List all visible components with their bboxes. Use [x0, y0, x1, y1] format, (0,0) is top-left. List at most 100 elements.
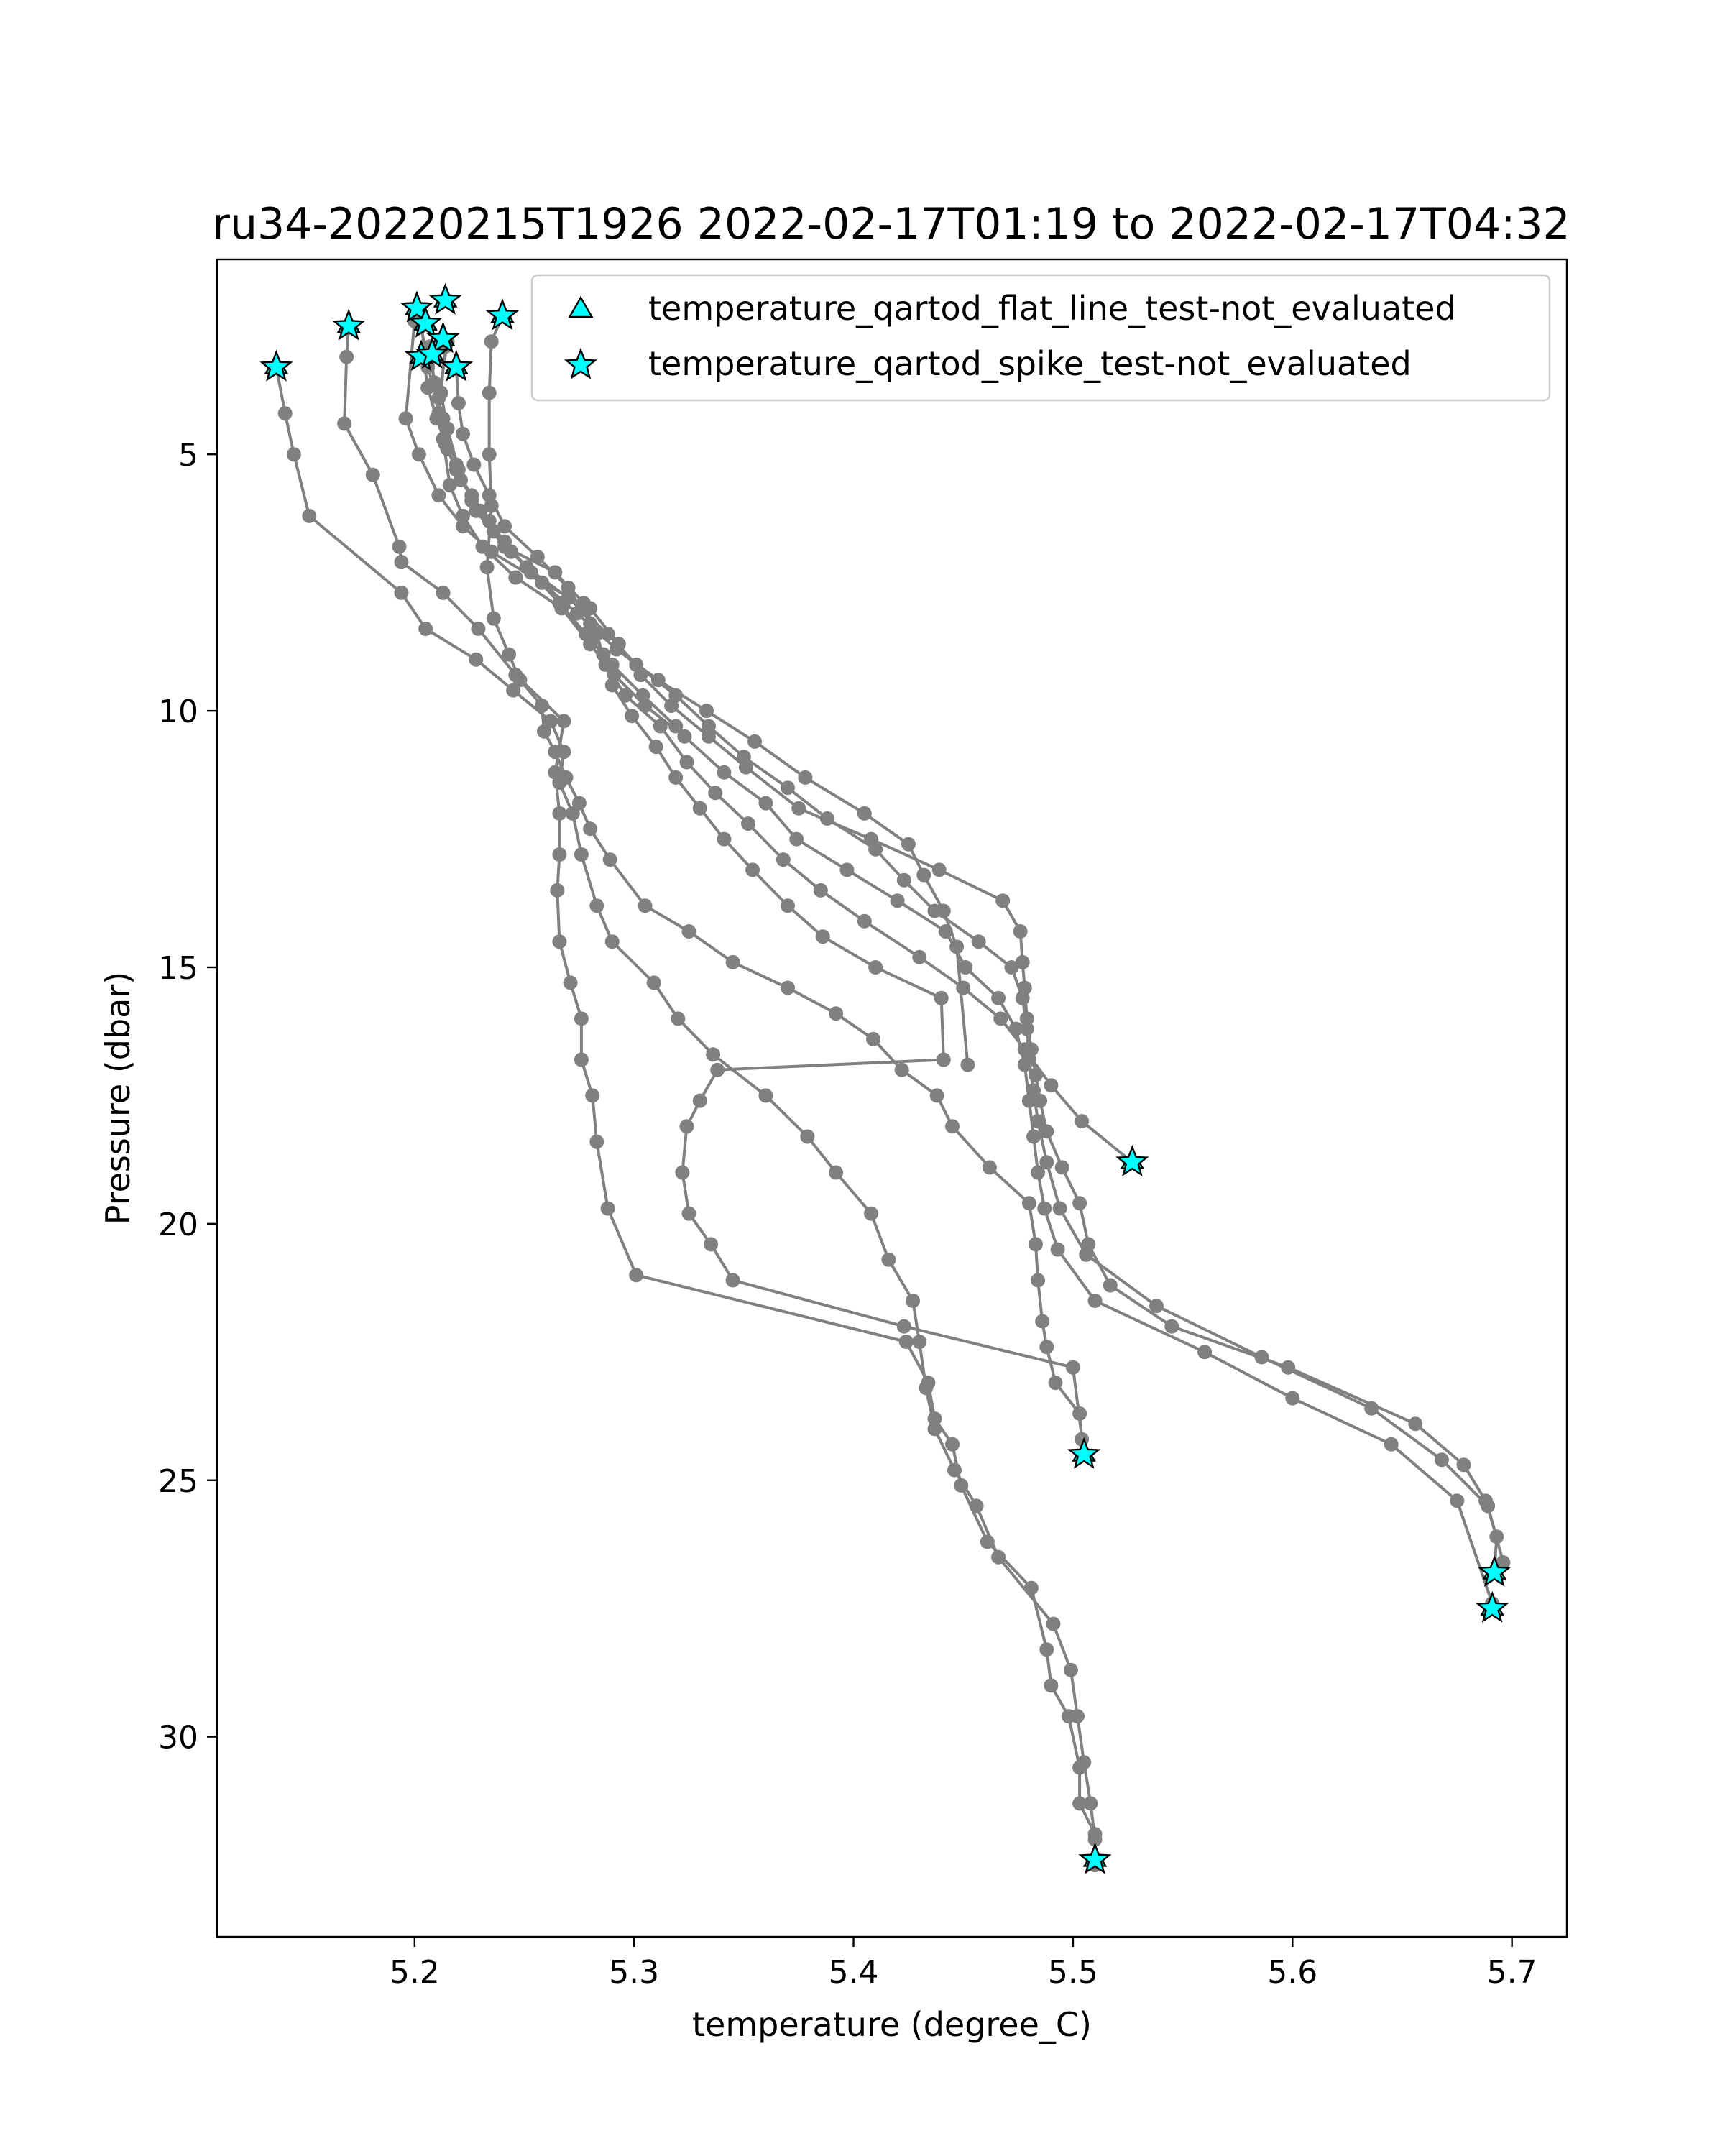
- spike-flag-marker: [426, 321, 460, 354]
- data-point: [1031, 1165, 1046, 1180]
- data-point: [1017, 1057, 1032, 1072]
- data-point: [1103, 1278, 1118, 1293]
- data-point: [1083, 1796, 1098, 1811]
- data-point: [936, 1052, 951, 1067]
- data-point: [1021, 1093, 1036, 1108]
- y-axis-label: Pressure (dbar): [98, 972, 137, 1225]
- data-point: [1015, 954, 1030, 969]
- data-point: [1254, 1350, 1269, 1365]
- data-point: [1021, 1196, 1036, 1211]
- data-point: [958, 960, 973, 975]
- data-point: [868, 842, 883, 857]
- x-tick-label: 5.3: [609, 1954, 659, 1991]
- data-point: [497, 519, 512, 534]
- data-point: [1496, 1555, 1511, 1570]
- data-point: [980, 1534, 995, 1549]
- data-point: [1197, 1345, 1213, 1360]
- data-point: [1031, 1273, 1046, 1288]
- data-point: [482, 488, 497, 503]
- data-point: [418, 621, 433, 636]
- data-point: [479, 560, 494, 575]
- data-point: [440, 442, 455, 457]
- data-point: [668, 719, 684, 734]
- data-point: [995, 893, 1011, 908]
- spike-flag-marker: [1476, 1590, 1509, 1623]
- data-point: [561, 580, 576, 595]
- y-axis: 5 10 15 20 25 30: [158, 437, 217, 1756]
- data-point: [699, 704, 714, 719]
- data-point: [864, 1206, 878, 1221]
- data-point: [934, 990, 949, 1005]
- data-point: [1087, 1827, 1103, 1842]
- legend-label-spike: temperature_qartod_spike_test-not_evalua…: [648, 344, 1412, 383]
- spike-flag-marker: [415, 336, 449, 369]
- data-point: [638, 898, 653, 913]
- spike-flags-layer: [259, 282, 1512, 1874]
- data-point: [436, 585, 451, 600]
- data-point: [1087, 1293, 1103, 1308]
- y-tick-label: 15: [158, 950, 198, 987]
- chart-title: ru34-20220215T1926 2022-02-17T01:19 to 2…: [212, 199, 1570, 249]
- data-point: [704, 1237, 719, 1252]
- data-point: [585, 1088, 600, 1103]
- data-point: [945, 1119, 960, 1134]
- data-point: [1019, 1011, 1034, 1026]
- x-tick-label: 5.6: [1267, 1954, 1317, 1991]
- data-point: [565, 806, 580, 821]
- x-tick-label: 5.5: [1048, 1954, 1098, 1991]
- data-point: [286, 447, 301, 462]
- data-point: [506, 683, 521, 698]
- data-point: [556, 714, 571, 729]
- legend-star-marker: [564, 347, 598, 379]
- data-point: [571, 796, 586, 811]
- data-point: [454, 472, 468, 487]
- data-point: [916, 867, 932, 883]
- data-point: [1004, 960, 1019, 975]
- legend-label-flat-line: temperature_qartod_flat_line_test-not_ev…: [648, 289, 1456, 328]
- data-point: [579, 627, 593, 641]
- data-point: [589, 898, 604, 913]
- data-point: [671, 1011, 686, 1026]
- data-point: [1044, 1078, 1059, 1093]
- data-point: [604, 934, 620, 949]
- data-point: [650, 673, 666, 688]
- data-point: [1065, 1360, 1080, 1375]
- data-point: [574, 847, 589, 862]
- data-point: [431, 488, 446, 503]
- data-point: [482, 447, 497, 462]
- legend-triangle-icon: [568, 295, 594, 318]
- data-point: [1149, 1299, 1164, 1314]
- data-point: [675, 1165, 690, 1180]
- spike-flag-marker: [1116, 1144, 1149, 1176]
- data-point: [679, 755, 694, 770]
- data-point: [1039, 1642, 1054, 1657]
- data-point: [1054, 1160, 1070, 1175]
- legend-box: [530, 274, 1551, 402]
- data-point: [574, 1011, 589, 1026]
- data-point: [1015, 990, 1030, 1005]
- data-point: [932, 862, 947, 877]
- spike-flag-marker: [400, 290, 434, 323]
- data-point: [602, 852, 617, 867]
- data-point: [523, 565, 538, 580]
- data-point: [681, 924, 696, 939]
- x-tick-label: 5.2: [390, 1954, 440, 1991]
- data-point: [758, 796, 773, 811]
- data-point: [936, 903, 951, 918]
- data-point: [1075, 1114, 1090, 1129]
- spike-flag-marker: [1078, 1842, 1112, 1874]
- spike-flag-marker: [259, 349, 293, 382]
- data-point: [758, 1088, 773, 1103]
- data-point: [1026, 1129, 1041, 1144]
- data-point: [1072, 1796, 1087, 1811]
- data-point: [466, 457, 482, 472]
- x-tick-label: 5.7: [1487, 1954, 1537, 1991]
- data-point: [829, 1165, 844, 1180]
- data-point: [442, 478, 457, 493]
- spike-flag-marker: [485, 298, 520, 331]
- data-point: [534, 699, 549, 713]
- data-point: [912, 949, 927, 964]
- data-point: [1063, 1662, 1078, 1677]
- y-tick-label: 10: [158, 694, 198, 730]
- data-point: [558, 770, 574, 785]
